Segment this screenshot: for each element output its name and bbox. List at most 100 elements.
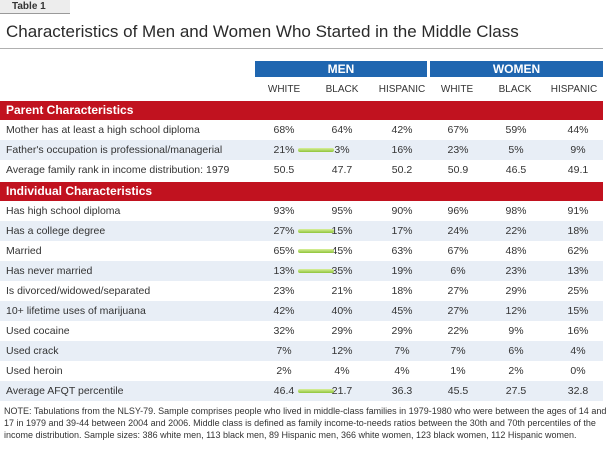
- cell-value: 23%: [273, 285, 295, 297]
- table-row: Average AFQT percentile 46.4 21.7 36.3 45.5 2…: [0, 381, 603, 401]
- table-row: Has never married 13% 35% 19% 6% 23% 13%: [0, 261, 603, 281]
- row-label: Mother has at least a high school diplom…: [6, 124, 200, 136]
- cell-value: 98%: [505, 205, 527, 217]
- men-group-header: MEN: [255, 61, 427, 77]
- table-row: Married 65% 45% 63% 67% 48% 62%: [0, 241, 603, 261]
- cell-value: 68%: [273, 124, 295, 136]
- cell-value: 17%: [391, 225, 413, 237]
- table-row: Used cocaine 32% 29% 29% 22% 9% 16%: [0, 321, 603, 341]
- table-note: NOTE: Tabulations from the NLSY-79. Samp…: [4, 406, 607, 440]
- cell-value: 19%: [391, 265, 413, 277]
- cell-value: 13%: [273, 265, 295, 277]
- cell-value: 62%: [567, 245, 589, 257]
- row-label: Father's occupation is professional/mana…: [6, 144, 223, 156]
- cell-value: 6%: [450, 265, 466, 277]
- cell-value: 50.5: [273, 164, 295, 176]
- cell-value: 4%: [570, 345, 586, 357]
- table-tag: Table 1: [0, 0, 70, 14]
- row-label: Has a college degree: [6, 225, 106, 237]
- cell-value: 27%: [447, 305, 469, 317]
- cell-value: 32%: [273, 325, 295, 337]
- cell-value: 96%: [447, 205, 469, 217]
- table-row: 10+ lifetime uses of marijuana 42% 40% 45% 2…: [0, 301, 603, 321]
- cell-value: 13%: [567, 265, 589, 277]
- cell-value: 7%: [394, 345, 410, 357]
- section-header: Individual Characteristics: [0, 182, 603, 201]
- table-row: Has high school diploma 93% 95% 90% 96% 98% 91…: [0, 201, 603, 221]
- table-row: Is divorced/widowed/separated 23% 21% 18% 27…: [0, 281, 603, 301]
- title-divider: [0, 48, 603, 49]
- cell-value: 4%: [394, 365, 410, 377]
- section-header: Parent Characteristics: [0, 101, 603, 120]
- row-label: Average AFQT percentile: [6, 385, 124, 397]
- row-label: Used heroin: [6, 365, 63, 377]
- cell-value: 67%: [447, 245, 469, 257]
- table-row: Father's occupation is professional/mana…: [0, 140, 603, 160]
- cell-value: 46.4: [273, 385, 295, 397]
- cell-value: 1%: [450, 365, 466, 377]
- cell-value: 67%: [447, 124, 469, 136]
- cell-value: 9%: [508, 325, 524, 337]
- cell-value: 18%: [391, 285, 413, 297]
- cell-value: 63%: [391, 245, 413, 257]
- cell-value: 65%: [273, 245, 295, 257]
- row-label: Used crack: [6, 345, 59, 357]
- cell-value: 45%: [331, 245, 353, 257]
- cell-value: 27.5: [505, 385, 527, 397]
- cell-value: 25%: [567, 285, 589, 297]
- table-row: Used heroin 2% 4% 4% 1% 2% 0%: [0, 361, 603, 381]
- cell-value: 16%: [567, 325, 589, 337]
- cell-value: 50.2: [391, 164, 413, 176]
- table-row: Average family rank in income distributi…: [0, 160, 603, 180]
- cell-value: 22%: [505, 225, 527, 237]
- cell-value: 36.3: [391, 385, 413, 397]
- cell-value: 23%: [447, 144, 469, 156]
- cell-value: 40%: [331, 305, 353, 317]
- cell-value: 7%: [276, 345, 292, 357]
- cell-value: 4%: [334, 365, 350, 377]
- cell-value: 21%: [273, 144, 295, 156]
- cell-value: 35%: [331, 265, 353, 277]
- row-label: Married: [6, 245, 42, 257]
- row-label: 10+ lifetime uses of marijuana: [6, 305, 146, 317]
- cell-value: 47.7: [331, 164, 353, 176]
- cell-value: 95%: [331, 205, 353, 217]
- cell-value: 90%: [391, 205, 413, 217]
- cell-value: 15%: [567, 305, 589, 317]
- table-row: Has a college degree 27% 15% 17% 24% 22% 18%: [0, 221, 603, 241]
- cell-value: 29%: [391, 325, 413, 337]
- cell-value: 45%: [391, 305, 413, 317]
- cell-value: 46.5: [505, 164, 527, 176]
- cell-value: 7%: [450, 345, 466, 357]
- table-tag-label: Table 1: [12, 1, 46, 12]
- cell-value: 93%: [273, 205, 295, 217]
- cell-value: 27%: [447, 285, 469, 297]
- comparison-highlight: [298, 229, 334, 233]
- cell-value: 21.7: [331, 385, 353, 397]
- comparison-highlight: [298, 148, 334, 152]
- cell-value: 5%: [508, 144, 524, 156]
- cell-value: 12%: [505, 305, 527, 317]
- row-label: Has high school diploma: [6, 205, 121, 217]
- cell-value: 0%: [570, 365, 586, 377]
- table-row: Mother has at least a high school diplom…: [0, 120, 603, 140]
- cell-value: 3%: [334, 144, 350, 156]
- cell-value: 18%: [567, 225, 589, 237]
- comparison-highlight: [298, 389, 334, 393]
- cell-value: 2%: [276, 365, 292, 377]
- cell-value: 42%: [391, 124, 413, 136]
- cell-value: 91%: [567, 205, 589, 217]
- col-women-white: WHITE: [440, 84, 474, 95]
- row-label: Has never married: [6, 265, 93, 277]
- cell-value: 44%: [567, 124, 589, 136]
- cell-value: 45.5: [447, 385, 469, 397]
- cell-value: 59%: [505, 124, 527, 136]
- cell-value: 32.8: [567, 385, 589, 397]
- col-women-hispanic: HISPANIC: [550, 84, 598, 95]
- cell-value: 24%: [447, 225, 469, 237]
- cell-value: 27%: [273, 225, 295, 237]
- col-men-black: BLACK: [325, 84, 359, 95]
- comparison-highlight: [298, 249, 334, 253]
- table-row: Used crack 7% 12% 7% 7% 6% 4%: [0, 341, 603, 361]
- col-men-white: WHITE: [267, 84, 301, 95]
